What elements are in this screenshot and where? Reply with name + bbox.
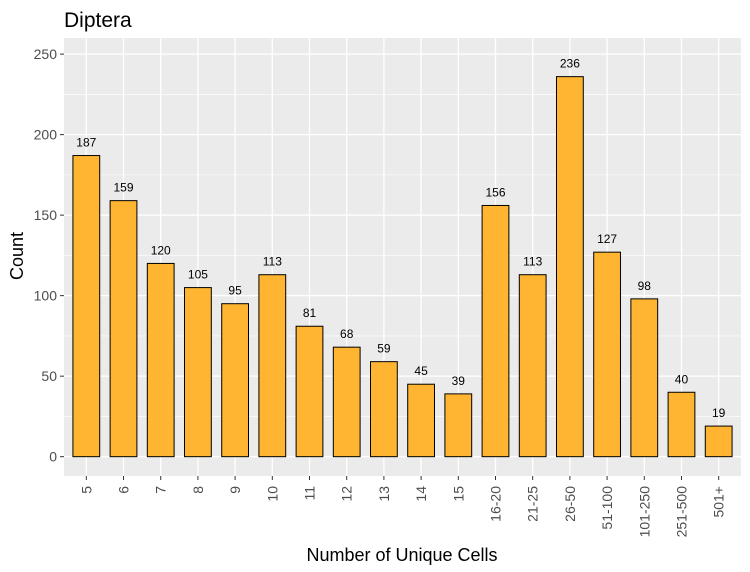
x-tick-label: 16-20	[487, 486, 503, 522]
minor-gridlines	[64, 94, 741, 417]
x-tick-label: 14	[413, 486, 429, 502]
data-label: 68	[340, 327, 354, 341]
data-labels: 187 159 120 105 95 113 81 68 59 45 39 156 113 236 127 9…	[76, 57, 725, 420]
x-tick-label: 5	[78, 486, 94, 494]
data-label: 120	[151, 243, 171, 257]
x-tick-label: 15	[450, 486, 466, 502]
x-axis-title: Number of Unique Cells	[306, 545, 497, 565]
y-tick-label: 100	[34, 288, 58, 304]
data-label: 81	[303, 306, 317, 320]
x-tick-label: 501+	[711, 486, 727, 518]
y-tick-label: 0	[49, 449, 57, 465]
data-label: 127	[597, 232, 617, 246]
bar	[555, 76, 584, 458]
bar	[407, 383, 435, 458]
x-tick-label: 12	[339, 486, 355, 502]
bars	[72, 76, 733, 458]
data-label: 113	[263, 255, 282, 269]
y-axis: 0 50 100 150 200 250	[34, 46, 64, 465]
data-label: 95	[228, 284, 242, 298]
y-tick-label: 150	[34, 207, 58, 223]
x-tick-label: 7	[153, 486, 169, 494]
bar	[221, 303, 250, 458]
bar	[518, 274, 547, 458]
data-label: 19	[712, 406, 726, 420]
x-tick-label: 21-25	[525, 486, 541, 522]
bar	[295, 325, 324, 458]
data-label: 98	[638, 279, 652, 293]
x-tick-label: 8	[190, 486, 206, 494]
x-tick-label: 101-250	[636, 486, 652, 538]
chart-title: Diptera	[64, 9, 132, 32]
bar	[481, 204, 510, 458]
data-label: 45	[414, 364, 428, 378]
data-label: 159	[114, 181, 134, 195]
bar	[332, 346, 361, 458]
x-tick-label: 6	[116, 486, 132, 494]
bar	[109, 200, 138, 458]
data-label: 40	[675, 372, 689, 386]
bar	[444, 393, 473, 458]
x-tick-label: 251-500	[673, 486, 689, 538]
bar	[184, 287, 212, 458]
y-tick-label: 200	[34, 127, 58, 143]
bar	[667, 391, 696, 458]
data-label: 59	[377, 342, 391, 356]
bar	[593, 251, 621, 458]
bar	[72, 155, 101, 458]
x-tick-label: 9	[227, 486, 243, 494]
plot-panel	[64, 38, 741, 476]
y-tick-label: 50	[41, 368, 57, 384]
x-tick-label: 26-50	[562, 486, 578, 522]
x-tick-label: 51-100	[599, 486, 615, 530]
x-tick-label: 13	[376, 486, 392, 502]
bar	[146, 262, 175, 458]
y-tick-label: 250	[34, 46, 58, 62]
data-label: 39	[452, 374, 466, 388]
x-tick-label: 10	[264, 486, 280, 502]
data-label: 236	[560, 57, 580, 71]
bar	[630, 298, 659, 458]
data-label: 156	[485, 185, 505, 199]
x-axis: 5 6 7 8 9 10 11 12 13 14 15 16-20 21-25 26-50 51-100 10…	[78, 476, 727, 538]
x-tick-label: 11	[302, 486, 318, 501]
data-label: 105	[188, 268, 208, 282]
y-axis-title: Count	[7, 232, 27, 280]
bar	[370, 361, 398, 458]
data-label: 187	[76, 136, 96, 150]
bar	[258, 274, 287, 458]
data-label: 113	[523, 255, 542, 269]
bar	[704, 425, 733, 458]
